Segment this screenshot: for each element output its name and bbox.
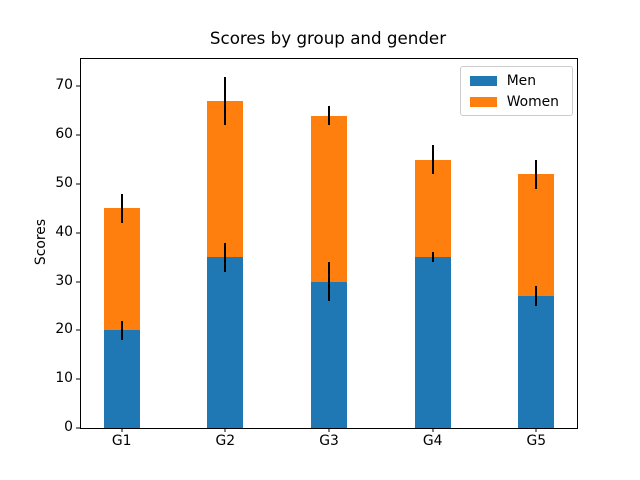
bar-segment-men	[310, 281, 348, 428]
x-tick-mark	[535, 428, 537, 432]
error-bar	[431, 252, 434, 263]
y-tick-label: 70	[55, 77, 73, 94]
y-tick-mark	[76, 427, 80, 429]
x-tick-mark	[328, 428, 330, 432]
x-tick-label: G4	[422, 433, 443, 449]
bar-segment-women	[310, 115, 348, 282]
bar-segment-women	[518, 174, 555, 297]
y-tick-mark	[76, 281, 80, 283]
y-tick-label: 30	[55, 272, 73, 289]
y-tick-label: 40	[55, 223, 73, 240]
error-bar	[120, 193, 123, 223]
bar-segment-women	[414, 159, 451, 258]
x-tick-label: G2	[215, 433, 236, 449]
bar-segment-women	[103, 208, 140, 331]
y-tick-mark	[76, 329, 80, 331]
y-tick-label: 0	[64, 419, 73, 436]
x-tick-label: G3	[319, 433, 339, 449]
y-tick-mark	[76, 183, 80, 185]
bar-segment-women	[207, 100, 244, 258]
bar-segment-men	[207, 257, 244, 428]
error-bar	[224, 242, 227, 272]
error-bar	[328, 105, 330, 126]
legend-entry-women: Women	[469, 93, 563, 110]
plot-area: Men Women 0 10 20 30 40 50 60 70 G1 G2 G3 G4 G5	[55, 58, 578, 448]
legend-swatch-women	[469, 96, 497, 107]
legend-label-women: Women	[506, 93, 559, 110]
bar-segment-men	[103, 330, 140, 428]
error-bar	[535, 159, 538, 189]
y-tick-label: 10	[55, 370, 73, 387]
legend-entry-men: Men	[469, 72, 563, 89]
error-bar	[328, 262, 330, 302]
error-bar	[431, 144, 434, 175]
legend-swatch-men	[469, 75, 497, 86]
bar-segment-men	[414, 257, 451, 428]
y-tick-label: 50	[55, 174, 73, 191]
y-tick-label: 20	[55, 321, 73, 338]
x-tick-label: G5	[526, 433, 547, 449]
legend: Men Women	[459, 66, 573, 116]
x-tick-mark	[432, 428, 434, 432]
error-bar	[224, 76, 227, 126]
chart-title: Scores by group and gender	[209, 28, 447, 48]
y-tick-mark	[76, 378, 80, 380]
bar-segment-men	[518, 296, 555, 428]
legend-label-men: Men	[506, 72, 537, 89]
y-tick-mark	[76, 134, 80, 136]
y-tick-mark	[76, 85, 80, 87]
y-tick-mark	[76, 232, 80, 234]
x-tick-mark	[224, 428, 226, 432]
x-tick-mark	[121, 428, 123, 432]
x-tick-label: G1	[111, 433, 132, 449]
y-tick-label: 60	[55, 126, 73, 143]
error-bar	[120, 320, 123, 341]
error-bar	[535, 286, 538, 306]
